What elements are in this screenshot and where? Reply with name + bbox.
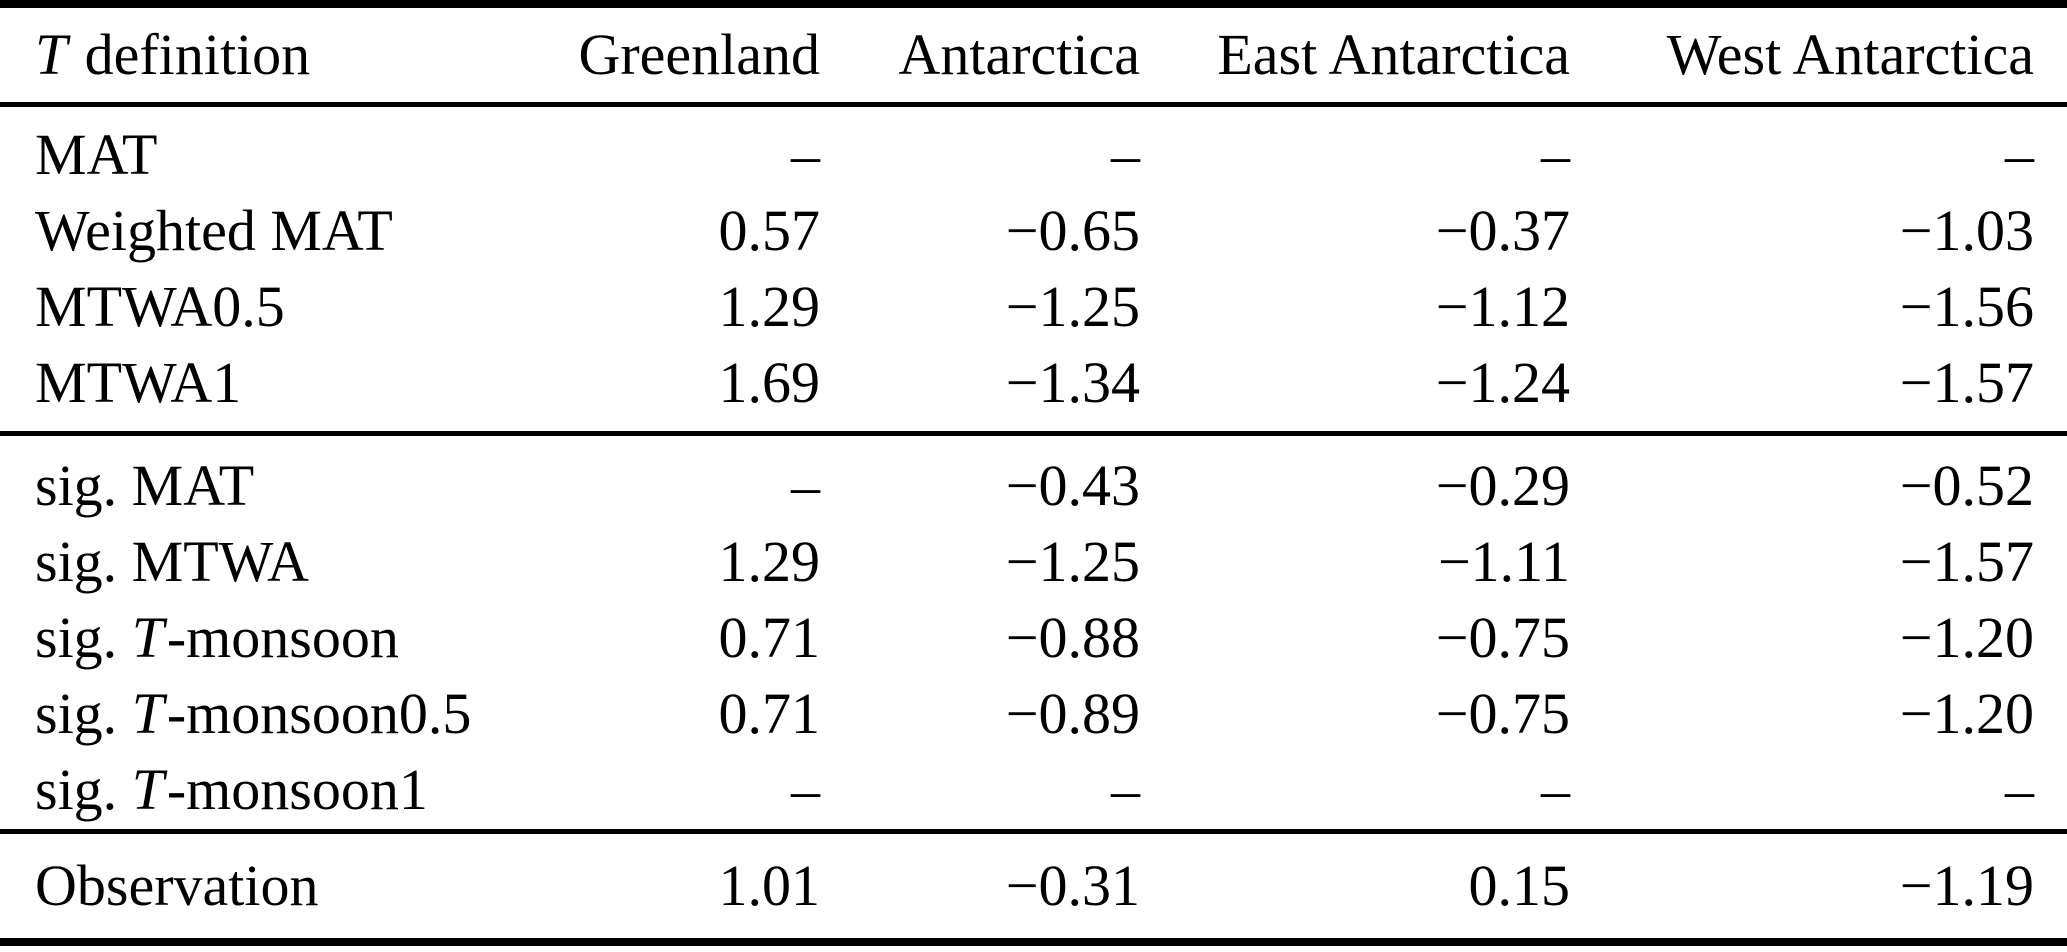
value-cell: −1.34 bbox=[1005, 349, 1140, 415]
row-label-italic-t: T bbox=[131, 604, 164, 670]
table-row-sig-t-monsoon05: sig. T-monsoon0.5 0.71 −0.89 −0.75 −1.20 bbox=[0, 676, 2067, 752]
value-cell: 0.71 bbox=[718, 604, 821, 670]
row-label-text: sig. bbox=[35, 680, 132, 746]
header-text: Greenland bbox=[578, 22, 820, 88]
header-text: West Antarctica bbox=[1666, 22, 2034, 88]
value-cell: 1.29 bbox=[718, 528, 821, 594]
table-row-sig-mat: sig. MAT – −0.43 −0.29 −0.52 bbox=[0, 433, 2067, 524]
value-cell: −0.89 bbox=[1005, 680, 1140, 746]
value-cell: – bbox=[791, 121, 820, 187]
row-label: sig. T-monsoon bbox=[0, 600, 430, 676]
table-header-row: T definition Greenland Antarctica East A… bbox=[0, 4, 2067, 104]
table-row-sig-t-monsoon1: sig. T-monsoon1 – – – – bbox=[0, 752, 2067, 832]
row-label-text: Observation bbox=[35, 852, 319, 918]
col-header-greenland: Greenland bbox=[430, 4, 820, 104]
value-cell: −0.75 bbox=[1435, 604, 1570, 670]
value-cell: −0.88 bbox=[1005, 604, 1140, 670]
header-italic-t: T bbox=[35, 22, 68, 88]
row-label: MTWA1 bbox=[0, 345, 430, 434]
value-cell: – bbox=[1111, 756, 1140, 822]
value-cell: – bbox=[1541, 756, 1570, 822]
row-label-suffix: -monsoon bbox=[166, 604, 399, 670]
row-label: sig. MAT bbox=[0, 433, 430, 524]
col-header-east-antarctica: East Antarctica bbox=[1140, 4, 1570, 104]
value-cell: 0.15 bbox=[1468, 852, 1571, 918]
row-label: sig. MTWA bbox=[0, 524, 430, 600]
value-cell: −0.65 bbox=[1005, 197, 1140, 263]
table-row-mat: MAT – – – – bbox=[0, 104, 2067, 193]
row-label: MTWA0.5 bbox=[0, 269, 430, 345]
col-header-antarctica: Antarctica bbox=[820, 4, 1140, 104]
value-cell: −0.52 bbox=[1899, 452, 2034, 518]
value-cell: −0.75 bbox=[1435, 680, 1570, 746]
header-text: Antarctica bbox=[898, 22, 1140, 88]
value-cell: – bbox=[1541, 121, 1570, 187]
row-label-suffix: -monsoon0.5 bbox=[166, 680, 472, 746]
row-label-text: sig. MAT bbox=[35, 452, 255, 518]
value-cell: −0.43 bbox=[1005, 452, 1140, 518]
value-cell: 0.71 bbox=[718, 680, 821, 746]
table-row-mtwa1: MTWA1 1.69 −1.34 −1.24 −1.57 bbox=[0, 345, 2067, 434]
row-label-suffix: -monsoon1 bbox=[166, 756, 428, 822]
value-cell: −1.19 bbox=[1899, 852, 2034, 918]
value-cell: 0.57 bbox=[718, 197, 821, 263]
value-cell: 1.01 bbox=[718, 852, 821, 918]
value-cell: – bbox=[791, 452, 820, 518]
value-cell: 1.69 bbox=[718, 349, 821, 415]
row-label-text: sig. bbox=[35, 756, 132, 822]
value-cell: −0.37 bbox=[1435, 197, 1570, 263]
value-cell: – bbox=[2005, 756, 2034, 822]
value-cell: −0.29 bbox=[1435, 452, 1570, 518]
value-cell: 1.29 bbox=[718, 273, 821, 339]
value-cell: – bbox=[791, 756, 820, 822]
value-cell: −1.11 bbox=[1437, 528, 1570, 594]
value-cell: −1.03 bbox=[1899, 197, 2034, 263]
value-cell: −1.12 bbox=[1435, 273, 1570, 339]
table-row-sig-t-monsoon: sig. T-monsoon 0.71 −0.88 −0.75 −1.20 bbox=[0, 600, 2067, 676]
header-text: East Antarctica bbox=[1217, 22, 1570, 88]
row-label-text: Weighted MAT bbox=[35, 197, 393, 263]
row-label: Observation bbox=[0, 831, 430, 942]
table-row-sig-mtwa: sig. MTWA 1.29 −1.25 −1.11 −1.57 bbox=[0, 524, 2067, 600]
value-cell: −1.56 bbox=[1899, 273, 2034, 339]
header-text: definition bbox=[70, 22, 311, 88]
row-label-italic-t: T bbox=[131, 756, 164, 822]
row-label-text: sig. MTWA bbox=[35, 528, 309, 594]
table-row-mtwa05: MTWA0.5 1.29 −1.25 −1.12 −1.56 bbox=[0, 269, 2067, 345]
col-header-t-definition: T definition bbox=[0, 4, 430, 104]
value-cell: −1.57 bbox=[1899, 528, 2034, 594]
value-cell: −0.31 bbox=[1005, 852, 1140, 918]
value-cell: – bbox=[2005, 121, 2034, 187]
row-label: sig. T-monsoon0.5 bbox=[0, 676, 471, 752]
row-label: MAT bbox=[0, 104, 430, 193]
table-row-observation: Observation 1.01 −0.31 0.15 −1.19 bbox=[0, 831, 2067, 942]
row-label: sig. T-monsoon1 bbox=[0, 752, 430, 832]
table-header: T definition Greenland Antarctica East A… bbox=[0, 4, 2067, 104]
value-cell: −1.25 bbox=[1005, 528, 1140, 594]
row-label-italic-t: T bbox=[131, 680, 164, 746]
value-cell: −1.25 bbox=[1005, 273, 1140, 339]
row-label: Weighted MAT bbox=[0, 193, 430, 269]
table-group-significant-definitions: sig. MAT – −0.43 −0.29 −0.52 sig. MTWA 1… bbox=[0, 433, 2067, 831]
row-label-text: MAT bbox=[35, 121, 158, 187]
table-group-temperature-definitions: MAT – – – – Weighted MAT 0.57 −0.65 −0.3… bbox=[0, 104, 2067, 433]
table-row-weighted-mat: Weighted MAT 0.57 −0.65 −0.37 −1.03 bbox=[0, 193, 2067, 269]
row-label-text: sig. bbox=[35, 604, 132, 670]
value-cell: −1.57 bbox=[1899, 349, 2034, 415]
row-label-text: MTWA0.5 bbox=[35, 273, 285, 339]
row-label-text: MTWA1 bbox=[35, 349, 242, 415]
value-cell: −1.20 bbox=[1899, 680, 2034, 746]
value-cell: – bbox=[1111, 121, 1140, 187]
col-header-west-antarctica: West Antarctica bbox=[1570, 4, 2067, 104]
value-cell: −1.20 bbox=[1899, 604, 2034, 670]
value-cell: −1.24 bbox=[1435, 349, 1570, 415]
table-group-observation: Observation 1.01 −0.31 0.15 −1.19 bbox=[0, 831, 2067, 942]
